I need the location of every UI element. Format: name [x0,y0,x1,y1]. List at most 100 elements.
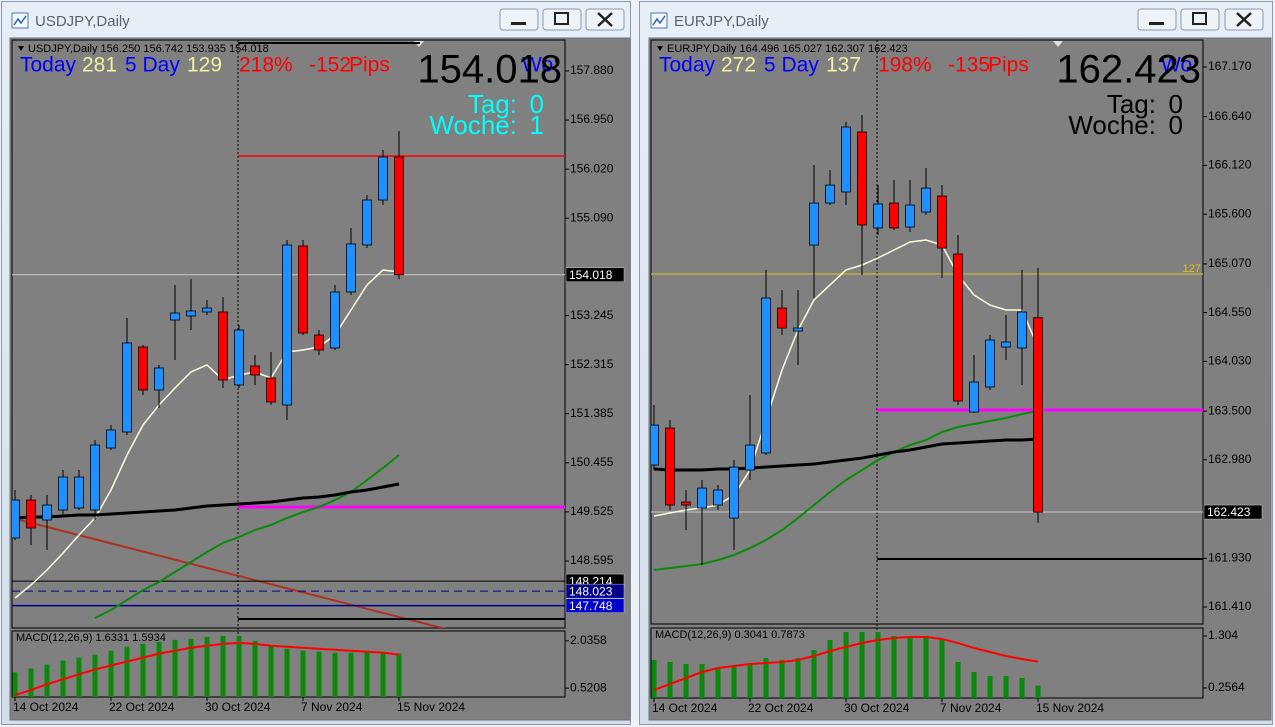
macd-bar [396,653,402,697]
macd-bar [1019,678,1025,698]
y-tick-label: 164.030 [1208,354,1252,368]
macd-bar [380,651,386,697]
macd-bar [156,641,162,697]
x-tick-label: 30 Oct 2024 [205,700,271,714]
y-tick-label: 166.120 [1208,158,1252,172]
candle-body [26,499,36,529]
candle-body [170,312,180,321]
y-tick-label: 156.950 [570,112,614,126]
macd-bar [811,650,817,698]
macd-bar [891,636,897,698]
stat-five-day: 129 [187,54,222,77]
macd-bar [715,667,721,698]
maximize-button[interactable] [1180,8,1220,31]
candle-body [250,365,260,376]
candle-body [282,244,292,406]
symbol-info: EURJPY,Daily 164.496 165.027 162.307 162… [667,43,908,55]
window-title: USDJPY,Daily [35,13,130,30]
stat-percent: 218% [239,54,293,77]
y-tick-label: 162.980 [1208,452,1252,466]
candle-body [729,466,739,519]
stat-five-day-label: 5 Day [125,54,180,77]
close-icon [597,12,613,27]
maximize-button[interactable] [542,8,582,31]
candle-body [154,367,164,391]
y-tick-label: 2.0358 [570,633,607,647]
macd-bar [44,664,50,697]
macd-bar [204,636,210,697]
macd-signal [653,636,1039,691]
stat-today-label: Today [20,54,77,77]
macd-bar [971,672,977,698]
macd-bar [76,657,82,697]
candle-body [330,291,340,349]
y-tick-label: 161.930 [1208,550,1252,564]
candle-body [985,339,995,388]
x-tick-label: 14 Oct 2024 [652,701,718,715]
candle-body [138,346,148,391]
candle-body [234,329,244,386]
y-tick-label: 161.410 [1208,599,1252,613]
macd-bar [939,640,945,698]
stat-corner: Wo: [1161,54,1198,77]
macd-bar [12,672,18,697]
candle-body [1033,317,1043,513]
window-buttons[interactable] [499,8,1264,31]
x-tick-label: 7 Nov 2024 [301,700,363,714]
woche-value: 0 [1169,110,1183,140]
candle-body [362,199,372,246]
y-tick-label: 0.2564 [1208,680,1245,694]
macd-bar [1035,685,1041,698]
window-title: EURJPY,Daily [674,13,769,30]
macd-bar [859,632,865,698]
tag-value: 0 [1169,89,1183,119]
stat-corner: Wo: [522,54,559,77]
line-label: 127 [1183,263,1201,275]
minimize-button[interactable] [499,8,539,31]
minimize-button[interactable] [1137,8,1177,31]
macd-bar [955,661,961,698]
macd-bar [236,635,242,697]
candle-body [873,203,883,229]
y-tick-label: 152.315 [570,357,614,371]
candle-body [953,253,963,402]
close-icon [1236,12,1252,27]
last-price: 162.423 [1056,48,1201,92]
y-tick-label: 166.640 [1208,109,1252,123]
moving-average [14,482,400,520]
candle-body [186,310,196,317]
macd-signal [14,641,400,696]
macd-bar [763,658,769,698]
macd-bar [172,639,178,697]
candle-body [713,489,723,506]
candle-body [651,424,659,466]
candle-body [809,202,819,246]
candle-body [202,307,212,313]
stat-today: 272 [721,54,756,77]
candle-body [346,243,356,293]
candle-body [12,499,20,539]
candle-body [697,487,707,509]
candle-body [841,126,851,193]
macd-bar [220,635,226,697]
tag-value: 0 [530,89,544,119]
stat-percent: 198% [878,54,932,77]
candle-body [218,311,228,381]
candle-body [969,381,979,413]
macd-bar [316,651,322,697]
macd-bar [1003,675,1009,698]
macd-bar [843,632,849,698]
stat-pips-label: Pips [349,54,390,77]
moving-average [653,410,1039,571]
macd-bar [364,652,370,697]
y-tick-label: 165.600 [1208,206,1252,220]
price-tag-label: 162.423 [1207,505,1251,519]
macd-label: MACD(12,26,9) 1.6331 1.5934 [16,632,166,644]
x-tick-label: 22 Oct 2024 [748,701,814,715]
macd-bar [268,645,274,697]
woche-value: 1 [530,110,544,140]
x-tick-label: 30 Oct 2024 [844,701,910,715]
x-tick-label: 15 Nov 2024 [397,700,465,714]
stat-pips: -152 [309,54,351,77]
